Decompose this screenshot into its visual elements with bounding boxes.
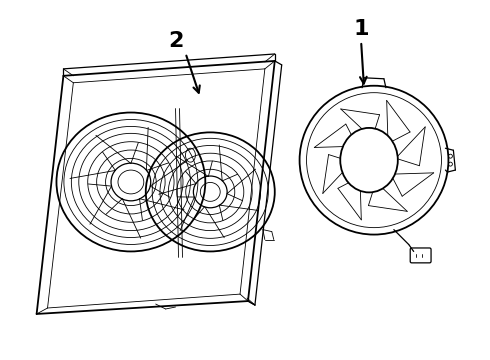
Text: 2: 2: [168, 31, 183, 51]
FancyBboxPatch shape: [410, 248, 431, 263]
Ellipse shape: [340, 128, 398, 192]
Text: 1: 1: [353, 19, 369, 39]
